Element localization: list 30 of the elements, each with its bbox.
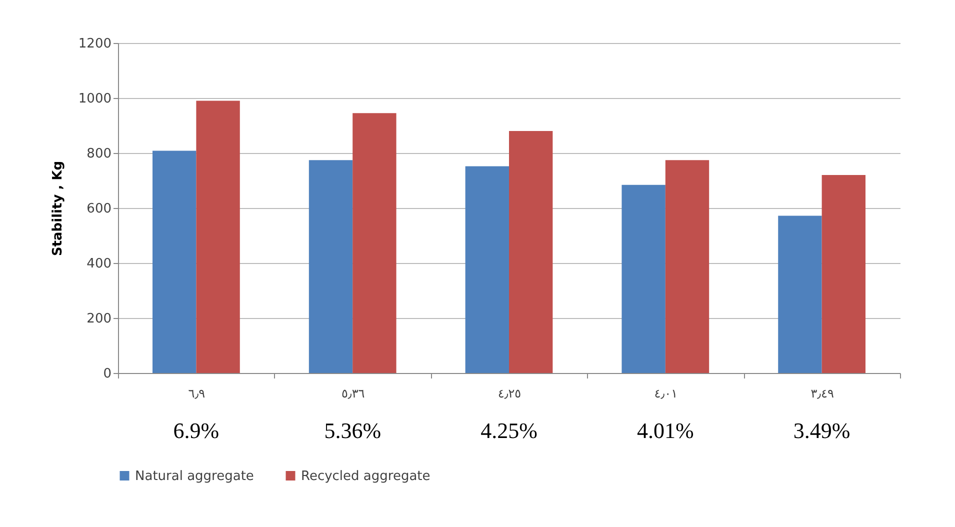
bar xyxy=(778,216,822,373)
x-tick-label: ٤٫٠١ xyxy=(654,386,678,400)
y-tick-label: 600 xyxy=(86,202,112,216)
y-tick-label: 1000 xyxy=(78,92,112,106)
bar xyxy=(622,184,666,373)
legend-label: Natural aggregate xyxy=(135,468,254,484)
x-tick-label: ٤٫٢٥ xyxy=(498,386,522,400)
text: 5.36% xyxy=(324,418,382,443)
y-tick-label: 800 xyxy=(86,146,112,162)
legend-label: Recycled aggregate xyxy=(301,468,430,484)
text: 4.25% xyxy=(480,418,538,443)
text: 6.9% xyxy=(173,418,220,443)
x-tick-label: ٣٫٤٩ xyxy=(810,386,834,400)
y-tick-label: 400 xyxy=(86,256,112,272)
y-tick-label: 0 xyxy=(103,366,112,382)
bar xyxy=(352,113,396,373)
y-tick-label: 200 xyxy=(86,312,112,326)
bar xyxy=(308,160,353,373)
bar xyxy=(665,160,710,373)
x-tick-label: ٥٫٣٦ xyxy=(341,386,365,400)
bar xyxy=(152,150,196,373)
x-tick-label: ٦٫٩ xyxy=(188,386,206,400)
bar xyxy=(822,175,866,373)
bar xyxy=(196,100,240,373)
y-tick-label: 1200 xyxy=(78,36,112,52)
bar xyxy=(465,166,509,373)
y-axis-title: Stability , Kg xyxy=(50,160,66,256)
text: 4.01% xyxy=(636,418,694,443)
text: 3.49% xyxy=(793,418,850,443)
bar xyxy=(509,131,553,373)
